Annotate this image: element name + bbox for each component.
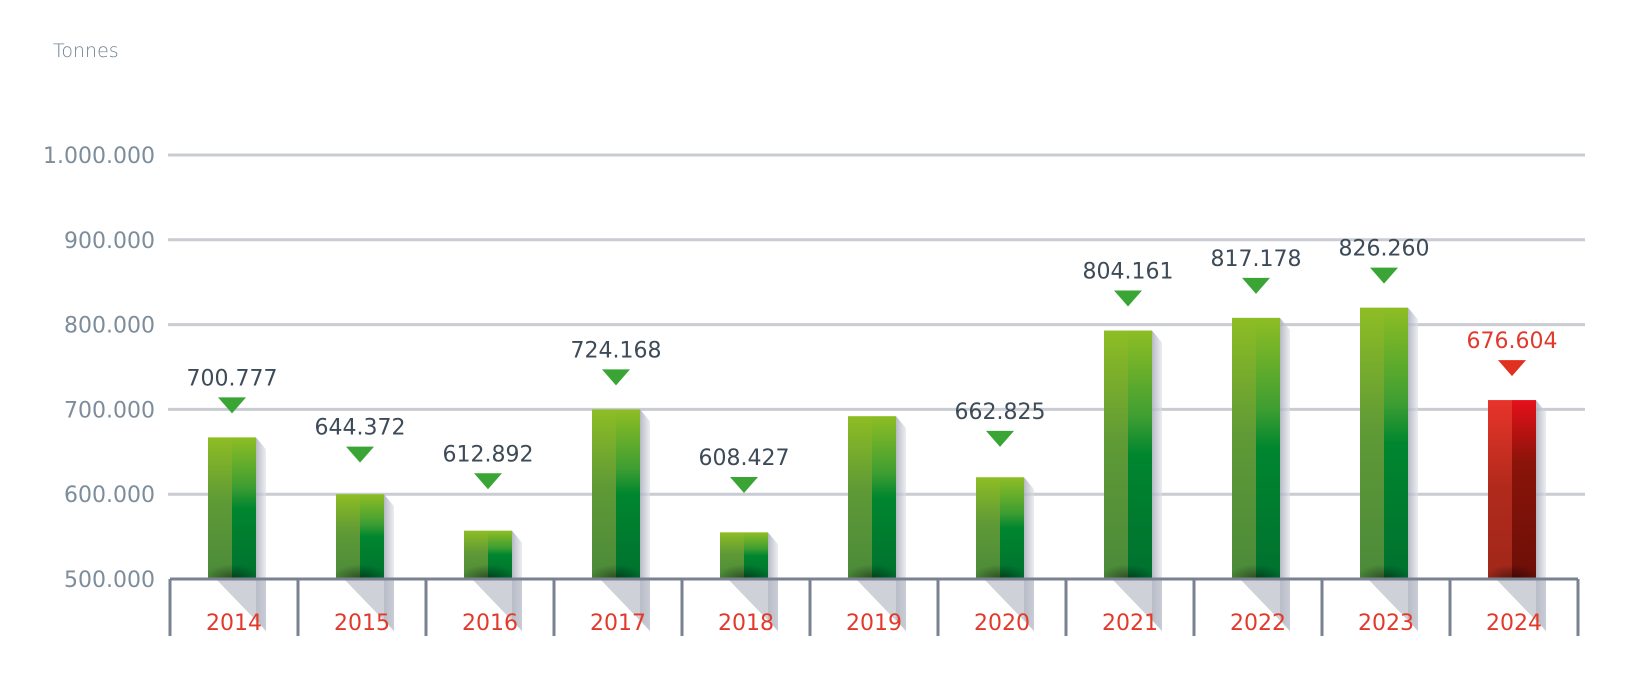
- y-tick-label: 500.000: [64, 568, 155, 593]
- bar-side-shadow: [1408, 307, 1418, 631]
- x-tick-label: 2022: [1230, 611, 1286, 636]
- bar-2019: [848, 416, 906, 631]
- y-tick-label: 1.000.000: [43, 144, 155, 169]
- x-tick-label: 2023: [1358, 611, 1414, 636]
- x-axis-tick-labels: 2014 2015 2016 2017 2018 2019 2020 2021 2022 2023…: [206, 611, 1542, 636]
- down-triangle-green-icon: [474, 473, 502, 490]
- bar-floor-shadow: [1112, 579, 1162, 631]
- bars: [208, 307, 1546, 631]
- bar-left-face: [848, 416, 872, 579]
- bar-base-shade: [720, 555, 768, 579]
- bar-2016: [464, 530, 522, 631]
- bar-right-face: [1128, 330, 1152, 579]
- x-axis: [168, 577, 1580, 636]
- bar-base-shade: [464, 555, 512, 579]
- value-label: 676.604: [1467, 329, 1558, 354]
- bar-base-shade: [208, 555, 256, 579]
- bar-2014: [208, 437, 266, 631]
- x-tick-label: 2014: [206, 611, 262, 636]
- value-label: 612.892: [443, 442, 534, 467]
- down-triangle-green-icon: [602, 369, 630, 386]
- bar-floor-shadow: [1368, 579, 1418, 631]
- bar-base-shade: [336, 555, 384, 579]
- bar-left-face: [592, 409, 616, 579]
- down-triangle-red-icon: [1498, 360, 1526, 377]
- y-tick-label: 900.000: [64, 229, 155, 254]
- bar-base-shade: [976, 555, 1024, 579]
- value-label: 644.372: [315, 416, 406, 441]
- x-tick-label: 2017: [590, 611, 646, 636]
- x-tick-label: 2015: [334, 611, 390, 636]
- bar-base-shade: [1488, 555, 1536, 579]
- bar-2023: [1360, 307, 1418, 631]
- bar-2017: [592, 409, 650, 631]
- bar-base-shade: [1360, 555, 1408, 579]
- value-label: 662.825: [955, 400, 1046, 425]
- bar-left-face: [1360, 307, 1384, 579]
- down-triangle-green-icon: [1114, 290, 1142, 307]
- y-axis-unit-label: Tonnes: [53, 40, 119, 62]
- bar-right-face: [872, 416, 896, 579]
- bar-right-face: [1256, 317, 1280, 579]
- bar-base-shade: [1232, 555, 1280, 579]
- bar-floor-shadow: [600, 579, 650, 631]
- bar-floor-shadow: [984, 579, 1034, 631]
- x-tick-label: 2019: [846, 611, 902, 636]
- x-tick-label: 2021: [1102, 611, 1158, 636]
- value-label: 700.777: [187, 366, 278, 391]
- y-tick-label: 800.000: [64, 314, 155, 339]
- bar-side-shadow: [1536, 400, 1546, 631]
- y-axis-tick-labels: 500.000 600.000 700.000 800.000 900.000 1.000…: [43, 144, 155, 593]
- down-triangle-green-icon: [218, 397, 246, 414]
- bar-base-shade: [1104, 555, 1152, 579]
- x-tick-label: 2018: [718, 611, 774, 636]
- value-labels: 700.777 644.372 612.892 724.168 608.427 662.8…: [187, 237, 1558, 494]
- value-label: 724.168: [571, 338, 662, 363]
- value-label: 804.161: [1083, 260, 1174, 285]
- down-triangle-green-icon: [346, 446, 374, 463]
- bar-side-shadow: [1152, 330, 1162, 631]
- bar-base-shade: [592, 555, 640, 579]
- bar-floor-shadow: [344, 579, 394, 631]
- bar-left-face: [1488, 400, 1512, 579]
- bar-2021: [1104, 330, 1162, 631]
- bar-2024: [1488, 400, 1546, 631]
- value-label: 826.260: [1339, 237, 1430, 262]
- bar-base-shade: [848, 555, 896, 579]
- bar-floor-shadow: [728, 579, 778, 631]
- x-tick-label: 2016: [462, 611, 518, 636]
- bar-floor-shadow: [1240, 579, 1290, 631]
- bar-floor-shadow: [216, 579, 266, 631]
- down-triangle-green-icon: [1370, 267, 1398, 284]
- down-triangle-green-icon: [986, 430, 1014, 447]
- bar-floor-shadow: [856, 579, 906, 631]
- bar-left-face: [1232, 317, 1256, 579]
- y-tick-label: 700.000: [64, 398, 155, 423]
- bar-right-face: [1512, 400, 1536, 579]
- bar-left-face: [1104, 330, 1128, 579]
- bar-side-shadow: [896, 416, 906, 631]
- bar-floor-shadow: [1496, 579, 1546, 631]
- value-label: 817.178: [1211, 247, 1302, 272]
- bar-2015: [336, 494, 394, 631]
- bar-right-face: [1384, 307, 1408, 579]
- bar-2022: [1232, 317, 1290, 631]
- down-triangle-green-icon: [1242, 277, 1270, 294]
- gridlines: [168, 153, 1585, 496]
- bar-right-face: [616, 409, 640, 579]
- y-tick-label: 600.000: [64, 483, 155, 508]
- bar-2018: [720, 532, 778, 631]
- down-triangle-green-icon: [730, 477, 758, 494]
- x-tick-label: 2020: [974, 611, 1030, 636]
- bar-side-shadow: [640, 409, 650, 631]
- bar-side-shadow: [1280, 317, 1290, 631]
- bar-floor-shadow: [472, 579, 522, 631]
- bar-2020: [976, 477, 1034, 631]
- value-label: 608.427: [699, 446, 790, 471]
- x-tick-label: 2024: [1486, 611, 1542, 636]
